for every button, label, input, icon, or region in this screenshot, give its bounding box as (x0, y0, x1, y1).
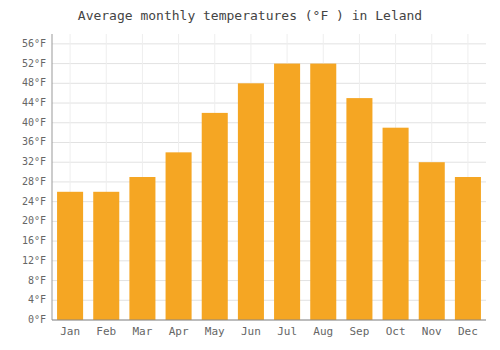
bar (202, 113, 228, 320)
x-tick-label: Dec (458, 325, 478, 338)
bar (57, 192, 83, 320)
y-tick-label: 0°F (28, 314, 46, 325)
x-tick-label: Jul (277, 325, 297, 338)
y-grid-line (52, 122, 486, 123)
y-tick-label: 52°F (22, 58, 46, 69)
x-tick-label: May (205, 325, 225, 338)
x-tick-label: Jan (60, 325, 80, 338)
y-grid-line (52, 142, 486, 143)
bar (238, 83, 264, 320)
y-tick-label: 4°F (28, 294, 46, 305)
y-tick-label: 28°F (22, 176, 46, 187)
bar (93, 192, 119, 320)
title: Average monthly temperatures (°F ) in Le… (78, 8, 422, 23)
x-tick-label: Oct (386, 325, 406, 338)
x-tick-label: Apr (169, 325, 189, 338)
bar (129, 177, 155, 320)
chart-container: 0°F 4°F 8°F 12°F 16°F 20°F 24°F 28°F 32°F 36°F 40°… (0, 0, 500, 350)
y-grid-line (52, 43, 486, 44)
bar (419, 162, 445, 320)
bar (310, 64, 336, 320)
x-axis-line (52, 320, 486, 321)
bar (166, 152, 192, 320)
y-tick-label: 36°F (22, 136, 46, 147)
bar (274, 64, 300, 320)
y-tick-label: 32°F (22, 156, 46, 167)
y-tick-label: 8°F (28, 275, 46, 286)
x-tick-label: Nov (422, 325, 442, 338)
y-grid-line (52, 103, 486, 104)
y-tick-label: 24°F (22, 196, 46, 207)
y-tick-label: 12°F (22, 255, 46, 266)
page: {"chart_data": {"type": "bar", "title": … (0, 0, 500, 350)
y-tick-label: 20°F (22, 215, 46, 226)
x-tick-label: Feb (96, 325, 116, 338)
x-tick-labels: Jan Feb Mar Apr May Jun Jul Aug Sep Oct Nov Dec (60, 325, 478, 338)
y-tick-label: 40°F (22, 117, 46, 128)
y-tick-label: 56°F (22, 38, 46, 49)
y-tick-label: 44°F (22, 97, 46, 108)
y-axis-line (52, 34, 53, 320)
y-grid-line (52, 83, 486, 84)
bar (383, 128, 409, 320)
bars (57, 64, 481, 320)
y-grid-line (52, 320, 486, 321)
y-grid-line (52, 63, 486, 64)
x-tick-label: Jun (241, 325, 261, 338)
y-tick-label: 16°F (22, 235, 46, 246)
chart-svg: 0°F 4°F 8°F 12°F 16°F 20°F 24°F 28°F 32°F 36°F 40°… (0, 0, 500, 350)
bar (455, 177, 481, 320)
y-tick-label: 48°F (22, 77, 46, 88)
x-tick-label: Aug (313, 325, 333, 338)
x-tick-label: Sep (349, 325, 369, 338)
y-tick-labels: 0°F 4°F 8°F 12°F 16°F 20°F 24°F 28°F 32°F 36°F 40°… (22, 38, 46, 325)
x-tick-label: Mar (132, 325, 152, 338)
bar (346, 98, 372, 320)
grid (52, 34, 486, 320)
